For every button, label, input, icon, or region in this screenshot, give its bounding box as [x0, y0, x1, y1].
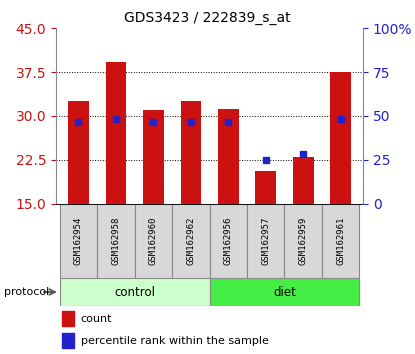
Text: GSM162954: GSM162954: [74, 217, 83, 265]
Bar: [218, 109, 239, 204]
Bar: [143, 110, 164, 204]
FancyBboxPatch shape: [210, 204, 247, 278]
Text: GSM162962: GSM162962: [186, 217, 195, 265]
FancyBboxPatch shape: [172, 204, 210, 278]
Text: count: count: [81, 314, 112, 324]
Text: protocol: protocol: [4, 287, 49, 297]
Bar: [330, 72, 351, 204]
Bar: [68, 101, 89, 204]
Bar: [256, 171, 276, 204]
Bar: [62, 333, 74, 348]
FancyBboxPatch shape: [322, 204, 359, 278]
Text: GSM162957: GSM162957: [261, 217, 270, 265]
Text: diet: diet: [273, 286, 296, 298]
Text: GSM162961: GSM162961: [336, 217, 345, 265]
FancyBboxPatch shape: [284, 204, 322, 278]
Text: GSM162959: GSM162959: [299, 217, 308, 265]
FancyBboxPatch shape: [60, 204, 97, 278]
FancyBboxPatch shape: [210, 278, 359, 306]
Text: percentile rank within the sample: percentile rank within the sample: [81, 336, 269, 346]
FancyBboxPatch shape: [247, 204, 284, 278]
Bar: [293, 157, 313, 204]
Text: control: control: [114, 286, 155, 298]
FancyBboxPatch shape: [97, 204, 135, 278]
Bar: [181, 101, 201, 204]
Bar: [106, 62, 126, 204]
Text: GSM162958: GSM162958: [112, 217, 120, 265]
Text: GDS3423 / 222839_s_at: GDS3423 / 222839_s_at: [124, 11, 291, 25]
FancyBboxPatch shape: [135, 204, 172, 278]
FancyBboxPatch shape: [60, 278, 210, 306]
Text: GSM162956: GSM162956: [224, 217, 233, 265]
Bar: [62, 311, 74, 326]
Text: GSM162960: GSM162960: [149, 217, 158, 265]
